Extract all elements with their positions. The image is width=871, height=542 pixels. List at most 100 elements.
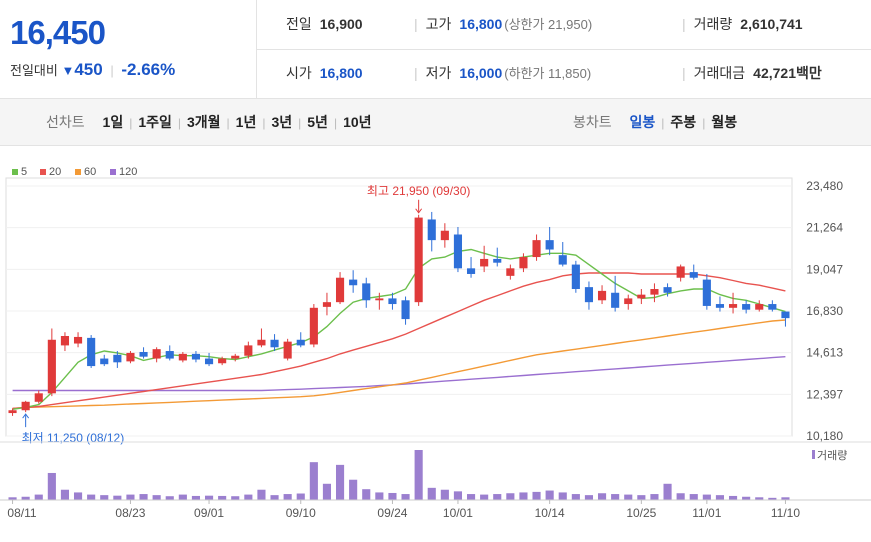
open-value: 16,800 [319, 65, 363, 81]
stats-row-2: 시가 16,800 | 저가 16,000 (하한가 11,850) | 거래대금 42,7… [257, 49, 871, 98]
tab-line-4[interactable]: 3년 [271, 114, 293, 130]
volume-bar [532, 491, 541, 500]
candle-body [715, 304, 725, 308]
volume-legend-label: 거래량 [817, 449, 847, 462]
tab-divider: | [262, 116, 266, 130]
change-percent: -2.66% [121, 60, 176, 79]
volume-bar [637, 495, 646, 500]
volume-bar [349, 479, 358, 500]
volume-bar [742, 496, 751, 500]
volume-bar [466, 494, 476, 500]
candle-body [152, 349, 161, 359]
volume-bar [545, 490, 554, 500]
candle-body [571, 264, 580, 290]
x-tick-label: 11/10 [771, 506, 800, 520]
tab-candle-1[interactable]: 주봉 [670, 114, 697, 130]
tab-divider: | [177, 116, 181, 130]
volume-bar [611, 494, 620, 500]
volume-bar [60, 489, 70, 500]
volume-bar [375, 492, 384, 500]
volume-bar [191, 495, 201, 500]
candle-body [270, 339, 279, 348]
day-low-label: 저가 [425, 65, 452, 81]
candle-body [689, 272, 698, 278]
y-tick-label: 23,480 [806, 179, 843, 193]
tab-line-5[interactable]: 5년 [307, 114, 328, 130]
candle-body [139, 351, 148, 357]
volume-bar [781, 497, 790, 500]
volume-bar [715, 495, 725, 500]
tab-divider: | [226, 116, 230, 130]
divider: | [110, 63, 114, 78]
high-arrow-head [415, 208, 423, 214]
candle-body [427, 219, 436, 241]
candle-body [204, 358, 214, 365]
x-tick-label: 09/10 [286, 506, 316, 520]
candle-body [362, 283, 371, 301]
candle-body [519, 257, 528, 269]
x-tick-label: 10/01 [443, 506, 473, 520]
candle-body [322, 302, 332, 307]
volume-bar [8, 497, 17, 500]
legend-label-60: 60 [84, 166, 96, 178]
tab-candle-2[interactable]: 월봉 [711, 114, 738, 130]
tab-line-2[interactable]: 3개월 [187, 114, 221, 130]
volume-bar [597, 493, 607, 500]
volume-bar [296, 493, 305, 500]
prev-close-value: 16,900 [319, 16, 363, 32]
x-tick-label: 10/25 [626, 506, 656, 520]
price-stats: 전일 16,900 | 고가 16,800 (상한가 21,950) | 거래량 2,610… [257, 0, 871, 98]
volume-bar [414, 450, 423, 500]
down-triangle-icon: ▼ [61, 63, 75, 78]
candle-body [244, 345, 253, 356]
candle-body [466, 268, 476, 274]
y-tick-label: 19,047 [806, 262, 843, 276]
candle-body [663, 287, 672, 293]
tab-candle-0[interactable]: 일봉 [629, 114, 656, 130]
x-tick-label: 08/23 [115, 506, 145, 520]
volume-bar [100, 495, 109, 500]
candle-body [558, 255, 567, 265]
volume-bar [571, 494, 580, 500]
tab-divider: | [298, 116, 302, 130]
low-annotation: 최저 11,250 (08/12) [22, 431, 125, 445]
candle-body [453, 234, 463, 269]
candle-body [87, 337, 96, 367]
tab-line-3[interactable]: 1년 [235, 114, 257, 130]
volume-bar [165, 496, 174, 500]
volume-bar [283, 494, 292, 500]
x-tick-label: 09/24 [377, 506, 407, 520]
volume-bar [309, 462, 318, 500]
candle-body [768, 304, 777, 310]
tab-line-6[interactable]: 10년 [343, 114, 372, 130]
tab-line-1[interactable]: 1주일 [138, 114, 172, 130]
legend-label-120: 120 [119, 166, 137, 178]
volume-bar [427, 487, 436, 500]
volume-bar [231, 496, 240, 500]
candle-chart-tabs: 봉차트 일봉 | 주봉 | 월봉 [573, 99, 737, 145]
legend-swatch [12, 169, 18, 175]
day-high-value: 16,800 [459, 16, 503, 32]
volume-bar [218, 495, 227, 500]
candle-body [34, 393, 43, 402]
plot-frame [5, 177, 793, 437]
volume-stat: | 거래량 2,610,741 [682, 16, 803, 32]
candle-body [191, 353, 201, 360]
tab-line-0[interactable]: 1일 [102, 114, 124, 130]
volume-bar [362, 489, 371, 500]
current-price: 16,450 [10, 14, 106, 51]
ma5-line [12, 248, 786, 410]
line-chart-tabs: 선차트 1일 | 1주일 | 3개월 | 1년 | 3년 | 5년 | 10년 [46, 99, 372, 145]
volume-bar [584, 495, 594, 500]
legend-swatch [40, 169, 46, 175]
price-summary: 16,450 전일대비 ▼450 | -2.66% [0, 0, 257, 98]
stock-chart[interactable]: 23,480 21,264 19,047 16,830 14,613 12,397 10,1… [0, 160, 871, 542]
volume-bar [493, 494, 502, 500]
ma120-line [12, 356, 786, 392]
tab-divider: | [661, 116, 665, 130]
volume-bar [768, 497, 777, 500]
volume-bar [480, 494, 489, 500]
volume-bar [676, 493, 685, 500]
volume-bar [204, 495, 214, 500]
candle-body [676, 266, 685, 278]
